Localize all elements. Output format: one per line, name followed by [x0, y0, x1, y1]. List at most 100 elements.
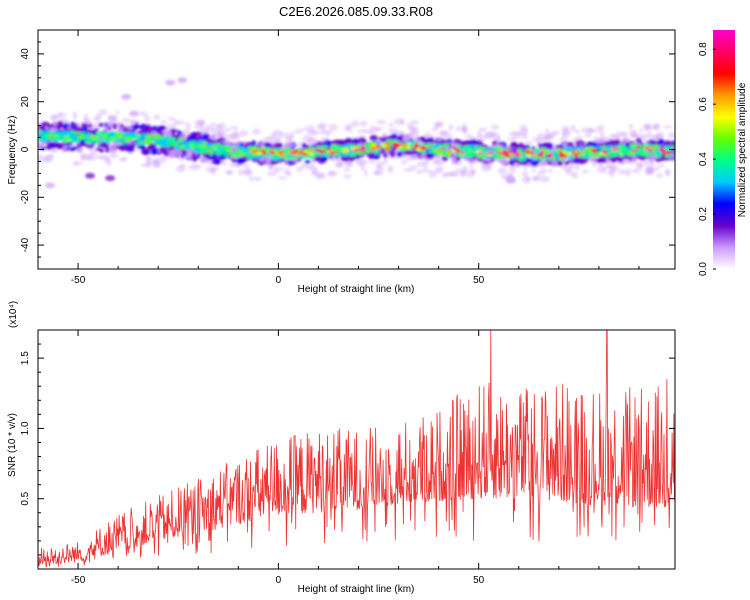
spectrogram-cell: [377, 146, 381, 150]
spectrogram-cell: [571, 149, 575, 154]
spectrogram-cell: [581, 169, 590, 174]
spectrogram-cell: [464, 134, 473, 138]
spectrogram-cell: [471, 169, 476, 176]
spectrogram-cell: [92, 123, 101, 127]
spectrogram-cell: [657, 163, 665, 168]
spectrogram-cell: [591, 129, 601, 133]
spectrogram-cell: [664, 140, 672, 144]
spectrogram-cell: [262, 137, 273, 141]
spectrogram-cell: [359, 162, 366, 171]
spectrogram-cell: [181, 142, 189, 145]
spectrogram-cell: [580, 141, 585, 146]
spectrogram-cell: [79, 134, 85, 140]
spectrogram-cell: [159, 125, 167, 130]
spectrogram-cell: [206, 148, 212, 153]
spectrogram-cell: [632, 131, 637, 139]
spectrogram-cell: [325, 131, 331, 137]
spectrogram-cell: [469, 144, 475, 149]
spectrogram-cell: [207, 144, 214, 147]
spectrogram-cell: [346, 126, 353, 133]
spectrogram-cell: [512, 151, 520, 155]
spectrogram-cell: [441, 144, 447, 148]
spectrogram-cell: [96, 143, 106, 147]
spectrogram-cell: [176, 120, 186, 125]
spectrogram-cell: [404, 150, 412, 155]
spectrogram-cell: [320, 155, 327, 162]
spectrogram-cell: [348, 150, 356, 155]
spectrogram-cell: [296, 153, 302, 156]
spectrogram-cell: [375, 161, 386, 165]
spectrogram-cell: [659, 148, 664, 152]
spectrogram-cell: [95, 147, 102, 151]
spectrogram-cell: [577, 146, 585, 150]
spectrogram-cell: [236, 146, 244, 151]
spectrogram-cell: [173, 149, 183, 157]
spectrogram-cell: [218, 122, 227, 129]
spectrogram-cell: [461, 122, 467, 127]
spectrogram-cell: [387, 165, 394, 170]
spectrogram-cell: [224, 127, 231, 132]
spectrogram-cell: [205, 166, 216, 173]
spectrogram-cell: [83, 134, 88, 140]
spectrogram-cell: [85, 139, 94, 144]
spectrogram-cell: [441, 155, 449, 162]
spectrogram-cell: [631, 145, 637, 151]
spectrogram-cell: [608, 139, 617, 146]
spectrogram-cell: [239, 130, 249, 137]
spectrogram-cell: [266, 171, 277, 177]
spectrogram-cell: [519, 124, 528, 132]
spectrogram-cell: [38, 154, 45, 163]
spectrogram-cell: [140, 133, 146, 138]
spectrogram-cell: [197, 119, 206, 127]
spectrogram-cell: [517, 148, 522, 153]
spectrogram-cell: [624, 143, 630, 147]
spectrogram-cell: [561, 131, 567, 138]
spectrogram-cell: [271, 150, 275, 154]
spectrogram-cell: [539, 175, 550, 183]
spectrogram-cell: [47, 134, 54, 138]
spectrogram-cell: [252, 153, 258, 156]
spectrogram-cell: [562, 142, 568, 148]
spectrogram-cell: [370, 127, 381, 132]
spectrogram-cell: [290, 153, 298, 156]
spectrogram-cell: [141, 148, 151, 156]
spectrogram-cell: [537, 153, 544, 158]
spectrogram-cell: [235, 132, 241, 140]
spectrogram-cell: [626, 150, 631, 154]
spectrogram-cell: [146, 124, 151, 129]
spectrogram-cell: [411, 147, 417, 150]
spectrogram-cell: [639, 149, 645, 154]
spectrogram-cell: [497, 167, 507, 176]
spectrogram-cell: [272, 147, 279, 151]
spectrogram-cell: [392, 142, 400, 146]
spectrogram-cell: [568, 146, 574, 152]
spectrogram-cell: [548, 168, 553, 173]
spectrogram-cell: [413, 144, 420, 149]
spectrogram-cell: [574, 129, 581, 134]
colorbar-tick-label: 0.4: [698, 152, 709, 166]
spectrogram-cell: [631, 156, 638, 162]
spectrogram-cell: [259, 149, 266, 153]
spectrogram-cell: [644, 146, 650, 150]
spectrogram-cell: [206, 156, 216, 161]
spectrogram-cell: [51, 131, 59, 136]
spectrogram-cell: [641, 133, 648, 142]
spectrogram-cell: [284, 152, 290, 156]
colorbar-tick-label: 0.8: [698, 42, 709, 56]
spectrogram-blobs: [38, 77, 675, 189]
spectrogram-cell: [628, 124, 634, 129]
colorbar-tick-label: 0.0: [698, 262, 709, 276]
spectrogram-cell: [93, 116, 100, 122]
spectrogram-cell: [537, 171, 545, 177]
spectrogram-cell: [564, 161, 570, 166]
spectrogram-cell: [528, 159, 533, 163]
spectrogram-cell: [316, 148, 320, 153]
spectrogram-cell: [308, 148, 316, 153]
spectrogram-cell: [162, 131, 168, 137]
spectrogram-cell: [656, 173, 663, 178]
spectrogram-cell: [46, 123, 55, 128]
spectrogram-cell: [45, 182, 56, 189]
spectrogram-cell: [421, 136, 426, 143]
spectrogram-cell: [289, 160, 297, 165]
spectrogram-cell: [209, 122, 218, 126]
